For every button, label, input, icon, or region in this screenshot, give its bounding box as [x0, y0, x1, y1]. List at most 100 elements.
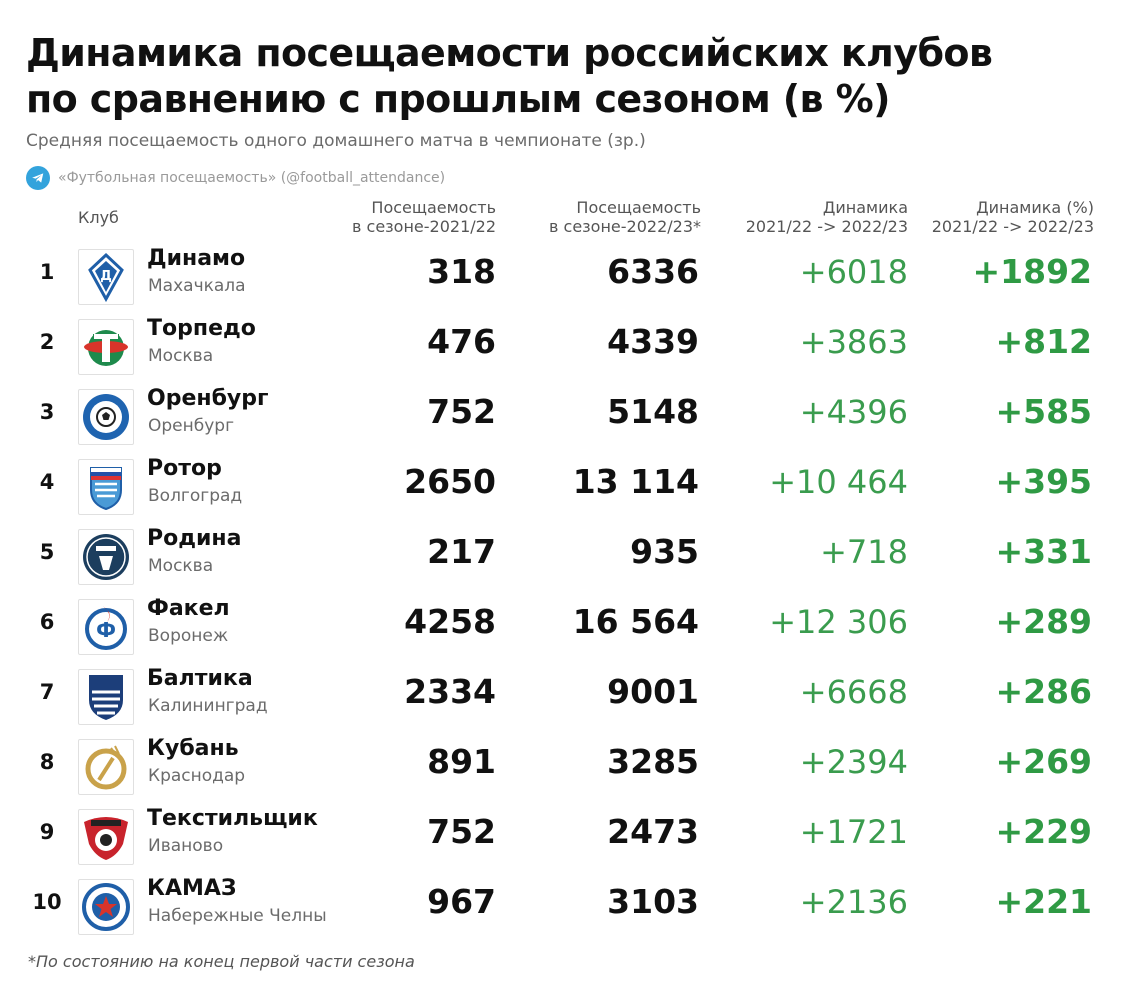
dinamo-makhachkala-logo-icon: Д	[78, 249, 134, 305]
column-header-line: Динамика (%)	[976, 198, 1094, 217]
rank: 9	[39, 820, 55, 844]
rank: 3	[39, 400, 55, 424]
attendance-2021-22: 752	[427, 812, 496, 851]
table-row: 7 Балтика Калининград 2334 9001 +6668 +2…	[0, 662, 1128, 732]
club-name: Динамо	[147, 246, 246, 271]
rank: 2	[39, 330, 55, 354]
rank: 10	[32, 890, 62, 914]
table-row: 8 Кубань Краснодар 891 3285 +2394 +269	[0, 732, 1128, 802]
column-header-change: Динамика 2021/22 -> 2022/23	[746, 198, 908, 236]
attendance-change: +10 464	[769, 463, 908, 501]
column-header-line: 2021/22 -> 2022/23	[745, 217, 908, 236]
attendance-2021-22: 318	[427, 252, 496, 291]
club-name: Торпедо	[147, 316, 256, 341]
column-header-line: в сезоне-2022/23*	[549, 217, 701, 236]
club-name: Текстильщик	[147, 806, 318, 831]
torpedo-logo-icon	[78, 319, 134, 375]
attendance-change: +1721	[799, 813, 908, 851]
attendance-change: +3863	[799, 323, 908, 361]
title-line-1: Динамика посещаемости российских клубов	[26, 31, 993, 75]
attendance-2021-22: 967	[427, 882, 496, 921]
attendance-change-pct: +289	[995, 602, 1092, 641]
attendance-change-pct: +269	[995, 742, 1092, 781]
rank: 5	[39, 540, 55, 564]
club-city: Оренбург	[148, 416, 235, 436]
attendance-2021-22: 2334	[404, 672, 496, 711]
column-header-line: Динамика	[822, 198, 908, 217]
attendance-2022-23: 16 564	[572, 602, 699, 641]
source-credit: «Футбольная посещаемость» (@football_att…	[26, 166, 445, 190]
table-row: 3 Оренбург Оренбург 752 5148 +4396 +585	[0, 382, 1128, 452]
club-city: Москва	[148, 556, 214, 576]
club-name: Ротор	[147, 456, 222, 481]
rank: 4	[39, 470, 55, 494]
attendance-change-pct: +331	[995, 532, 1092, 571]
column-header-attendance-2021-22: Посещаемость в сезоне-2021/22	[352, 198, 496, 236]
table-row: 10 КАМАЗ Набережные Челны 967 3103 +2136…	[0, 872, 1128, 942]
rank: 6	[39, 610, 55, 634]
orenburg-logo-icon	[78, 389, 134, 445]
attendance-2021-22: 2650	[404, 462, 496, 501]
attendance-2022-23: 6336	[607, 252, 699, 291]
attendance-2021-22: 752	[427, 392, 496, 431]
table-row: 4 Ротор Волгоград 2650 13 114 +10 464 +3…	[0, 452, 1128, 522]
subtitle: Средняя посещаемость одного домашнего ма…	[26, 131, 646, 151]
table-row: 1 Д Динамо Махачкала 318 6336 +6018 +189…	[0, 242, 1128, 312]
column-header-line: Посещаемость	[576, 198, 701, 217]
attendance-change-pct: +1892	[972, 252, 1093, 291]
column-header-line: 2021/22 -> 2022/23	[931, 217, 1094, 236]
club-name: Факел	[147, 596, 230, 621]
attendance-change: +2136	[799, 883, 908, 921]
footnote: *По состоянию на конец первой части сезо…	[28, 952, 415, 971]
club-city: Калининград	[148, 696, 268, 716]
page-title: Динамика посещаемости российских клубов …	[26, 30, 1106, 122]
table-row: 2 Торпедо Москва 476 4339 +3863 +812	[0, 312, 1128, 382]
source-link[interactable]: «Футбольная посещаемость» (@football_att…	[58, 170, 446, 186]
club-city: Набережные Челны	[148, 906, 327, 926]
attendance-change: +2394	[799, 743, 908, 781]
attendance-2022-23: 9001	[607, 672, 699, 711]
attendance-2022-23: 5148	[607, 392, 699, 431]
rank: 8	[39, 750, 55, 774]
attendance-change: +718	[820, 533, 908, 571]
column-header-change-pct: Динамика (%) 2021/22 -> 2022/23	[932, 198, 1094, 236]
club-city: Махачкала	[148, 276, 246, 296]
attendance-2022-23: 3103	[607, 882, 699, 921]
kamaz-logo-icon	[78, 879, 134, 935]
club-name: Оренбург	[147, 386, 269, 411]
attendance-change: +4396	[799, 393, 908, 431]
attendance-change-pct: +221	[995, 882, 1092, 921]
attendance-2021-22: 891	[427, 742, 496, 781]
attendance-change-pct: +812	[995, 322, 1092, 361]
rank: 7	[39, 680, 55, 704]
attendance-change-pct: +229	[995, 812, 1092, 851]
attendance-change: +12 306	[769, 603, 908, 641]
club-name: КАМАЗ	[147, 876, 237, 901]
attendance-change: +6018	[799, 253, 908, 291]
attendance-2022-23: 2473	[607, 812, 699, 851]
tekstilshchik-logo-icon	[78, 809, 134, 865]
svg-text:Д: Д	[100, 269, 112, 284]
table-row: 9 Текстильщик Иваново 752 2473 +1721 +22…	[0, 802, 1128, 872]
attendance-2022-23: 13 114	[572, 462, 699, 501]
column-header-line: Посещаемость	[371, 198, 496, 217]
baltika-logo-icon	[78, 669, 134, 725]
attendance-change: +6668	[799, 673, 908, 711]
column-header-line: в сезоне-2021/22	[352, 217, 496, 236]
rank: 1	[39, 260, 55, 284]
club-city: Краснодар	[148, 766, 246, 786]
club-city: Москва	[148, 346, 214, 366]
attendance-2021-22: 217	[427, 532, 496, 571]
club-city: Волгоград	[148, 486, 243, 506]
fakel-logo-icon: Ф	[78, 599, 134, 655]
svg-text:Ф: Ф	[96, 618, 116, 642]
club-name: Балтика	[147, 666, 253, 691]
attendance-change-pct: +286	[995, 672, 1092, 711]
column-header-club: Клуб	[78, 208, 119, 227]
attendance-change-pct: +585	[995, 392, 1092, 431]
attendance-2021-22: 476	[427, 322, 496, 361]
table-row: 5 Родина Москва 217 935 +718 +331	[0, 522, 1128, 592]
column-header-attendance-2022-23: Посещаемость в сезоне-2022/23*	[549, 198, 701, 236]
attendance-2022-23: 3285	[607, 742, 699, 781]
attendance-2022-23: 4339	[607, 322, 699, 361]
